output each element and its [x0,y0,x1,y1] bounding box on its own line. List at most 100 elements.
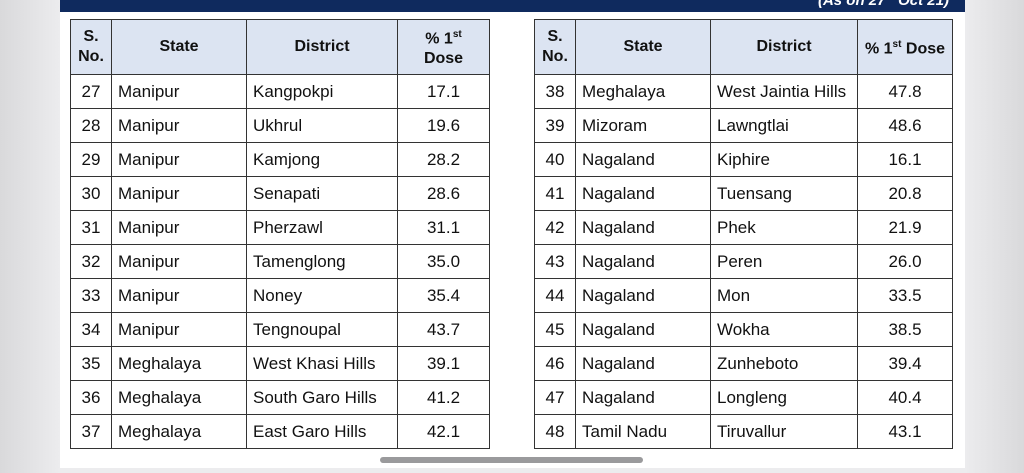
row: 34 Manipur Tengnoupal 43.7 [70,312,490,347]
state: Nagaland [575,176,711,211]
district: Zunheboto [710,346,858,381]
header-row: S. No. State District% 1st Dose [534,19,953,75]
row: 32 Manipur Tamenglong 35.0 [70,244,490,279]
note-text: Oct 21) [893,0,949,9]
serial-no: 47 [534,380,576,415]
first-dose-pct: 42.1 [397,414,490,449]
serial-no: 38 [534,74,576,109]
serial-no: 42 [534,210,576,245]
row: 30 Manipur Senapati 28.6 [70,176,490,211]
header-cell: % 1st Dose [397,19,490,75]
serial-no: 43 [534,244,576,279]
state: Nagaland [575,312,711,347]
state: Nagaland [575,346,711,381]
state: Manipur [111,142,247,177]
state: Meghalaya [111,380,247,415]
state: Nagaland [575,380,711,415]
row: 48 Tamil Nadu Tiruvallur 43.1 [534,414,953,449]
first-dose-pct: 21.9 [857,210,953,245]
row: 47 Nagaland Longleng 40.4 [534,380,953,415]
state: Nagaland [575,278,711,313]
scrollbar[interactable] [380,457,643,463]
first-dose-pct: 41.2 [397,380,490,415]
first-dose-pct: 39.1 [397,346,490,381]
first-dose-pct: 43.1 [857,414,953,449]
row: 37 Meghalaya East Garo Hills 42.1 [70,414,490,449]
state: Manipur [111,108,247,143]
first-dose-pct: 47.8 [857,74,953,109]
first-dose-pct: 33.5 [857,278,953,313]
serial-no: 37 [70,414,112,449]
header-row: S. No. State District% 1st Dose [70,19,490,75]
serial-no: 33 [70,278,112,313]
state: Manipur [111,176,247,211]
district: Peren [710,244,858,279]
row: 38 Meghalaya West Jaintia Hills 47.8 [534,74,953,109]
row: 46 Nagaland Zunheboto 39.4 [534,346,953,381]
serial-no: 31 [70,210,112,245]
state: Manipur [111,244,247,279]
header-cell: S. No. [70,19,112,75]
first-dose-pct: 17.1 [397,74,490,109]
row: 43 Nagaland Peren 26.0 [534,244,953,279]
state: Nagaland [575,244,711,279]
first-dose-pct: 19.6 [397,108,490,143]
first-dose-pct: 38.5 [857,312,953,347]
first-dose-pct: 35.0 [397,244,490,279]
district: Pherzawl [246,210,398,245]
district: Tengnoupal [246,312,398,347]
first-dose-pct: 43.7 [397,312,490,347]
serial-no: 32 [70,244,112,279]
data-table: S. No. State District% 1st Dose 27 Manipur Ka… [70,19,490,449]
district: South Garo Hills [246,380,398,415]
row: 35 Meghalaya West Khasi Hills 39.1 [70,346,490,381]
header-text: Dose [901,40,946,58]
row: 40 Nagaland Kiphire 16.1 [534,142,953,177]
first-dose-pct: 40.4 [857,380,953,415]
header-cell: District [710,19,858,75]
district: Wokha [710,312,858,347]
row: 42 Nagaland Phek 21.9 [534,210,953,245]
district: Tamenglong [246,244,398,279]
district: Lawngtlai [710,108,858,143]
state: Manipur [111,74,247,109]
district: West Khasi Hills [246,346,398,381]
state: Nagaland [575,210,711,245]
row: 39 Mizoram Lawngtlai 48.6 [534,108,953,143]
serial-no: 46 [534,346,576,381]
state: Meghalaya [111,414,247,449]
serial-no: 36 [70,380,112,415]
serial-no: 28 [70,108,112,143]
state: Meghalaya [111,346,247,381]
state: Nagaland [575,142,711,177]
state: Manipur [111,312,247,347]
district: Mon [710,278,858,313]
serial-no: 45 [534,312,576,347]
district: Senapati [246,176,398,211]
serial-no: 39 [534,108,576,143]
district: West Jaintia Hills [710,74,858,109]
district: Kiphire [710,142,858,177]
note-text: (As on 27 [817,0,886,9]
row: 33 Manipur Noney 35.4 [70,278,490,313]
header-cell: % 1st Dose [857,19,953,75]
state: Tamil Nadu [575,414,711,449]
serial-no: 48 [534,414,576,449]
first-dose-pct: 16.1 [857,142,953,177]
district: Ukhrul [246,108,398,143]
serial-no: 40 [534,142,576,177]
row: 29 Manipur Kamjong 28.2 [70,142,490,177]
header-cell: S. No. [534,19,576,75]
first-dose-pct: 28.2 [397,142,490,177]
district: Tuensang [710,176,858,211]
row: 41 Nagaland Tuensang 20.8 [534,176,953,211]
state: Manipur [111,278,247,313]
row: 36 Meghalaya South Garo Hills 41.2 [70,380,490,415]
serial-no: 29 [70,142,112,177]
first-dose-pct: 48.6 [857,108,953,143]
district: East Garo Hills [246,414,398,449]
serial-no: 44 [534,278,576,313]
row: 44 Nagaland Mon 33.5 [534,278,953,313]
row: 28 Manipur Ukhrul 19.6 [70,108,490,143]
district: Noney [246,278,398,313]
